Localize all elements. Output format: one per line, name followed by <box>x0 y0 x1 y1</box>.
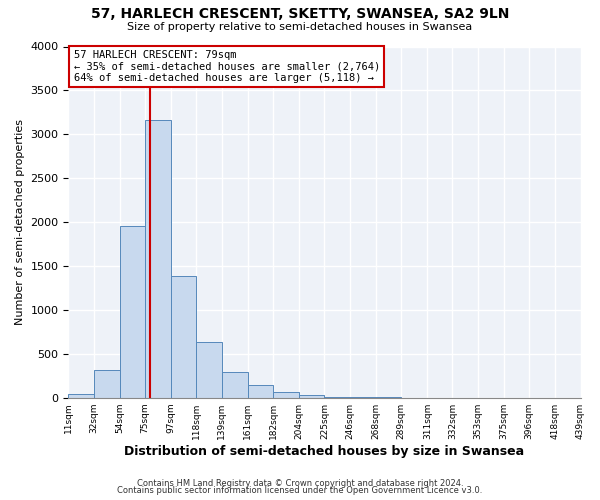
Text: 57 HARLECH CRESCENT: 79sqm
← 35% of semi-detached houses are smaller (2,764)
64%: 57 HARLECH CRESCENT: 79sqm ← 35% of semi… <box>74 50 380 83</box>
Bar <box>94 370 120 398</box>
Bar <box>221 372 248 398</box>
Bar <box>68 394 94 398</box>
Bar <box>299 395 325 398</box>
Bar <box>325 397 350 398</box>
Bar <box>248 386 273 398</box>
Bar <box>196 342 221 398</box>
Bar <box>172 276 196 398</box>
Text: Contains HM Land Registry data © Crown copyright and database right 2024.: Contains HM Land Registry data © Crown c… <box>137 478 463 488</box>
Text: Contains public sector information licensed under the Open Government Licence v3: Contains public sector information licen… <box>118 486 482 495</box>
Bar <box>145 120 172 398</box>
Bar <box>120 226 145 398</box>
Text: Size of property relative to semi-detached houses in Swansea: Size of property relative to semi-detach… <box>127 22 473 32</box>
Text: 57, HARLECH CRESCENT, SKETTY, SWANSEA, SA2 9LN: 57, HARLECH CRESCENT, SKETTY, SWANSEA, S… <box>91 8 509 22</box>
X-axis label: Distribution of semi-detached houses by size in Swansea: Distribution of semi-detached houses by … <box>124 444 524 458</box>
Bar <box>273 392 299 398</box>
Y-axis label: Number of semi-detached properties: Number of semi-detached properties <box>15 119 25 325</box>
